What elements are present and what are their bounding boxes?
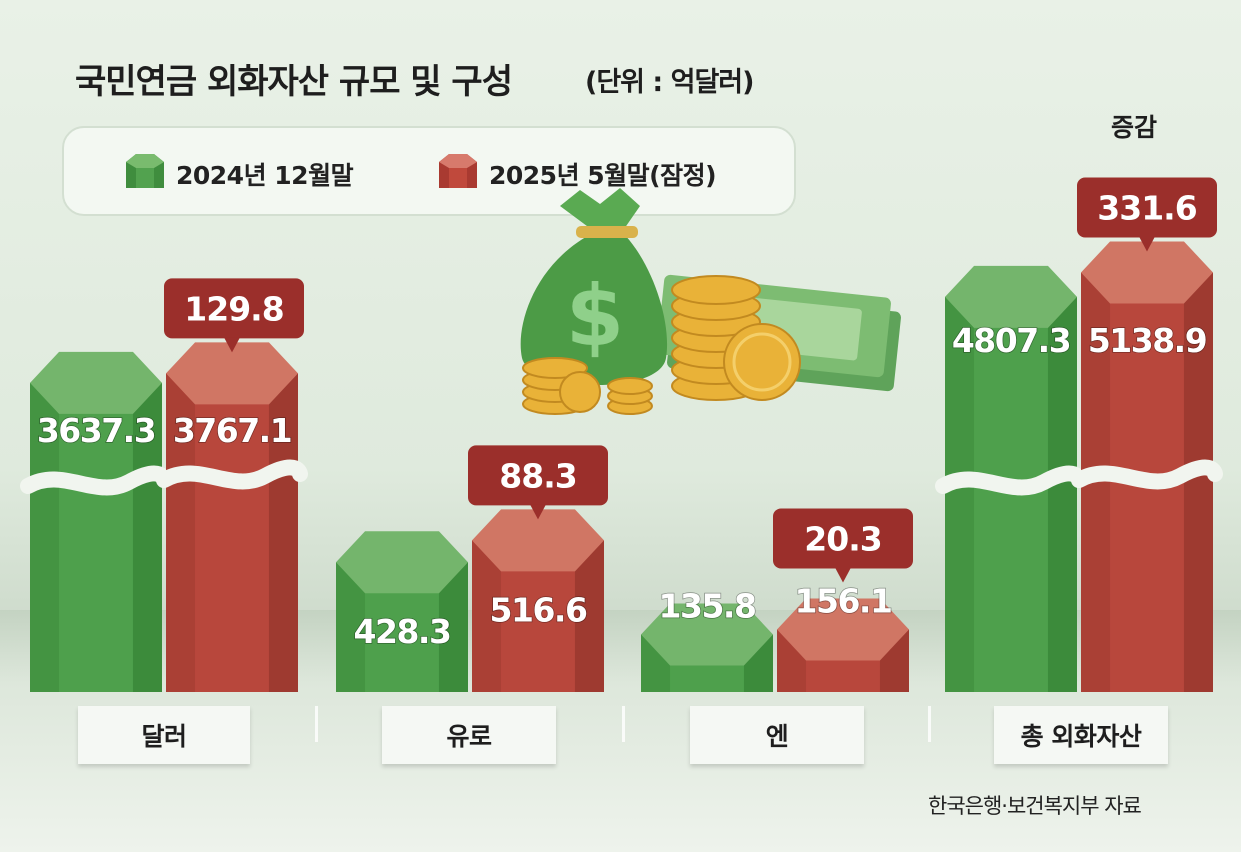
unit-label: (단위 : 억달러) xyxy=(585,67,754,98)
money-bag-illustration: $ xyxy=(520,188,901,415)
change-callout-1: 88.3 xyxy=(468,445,608,520)
source-note: 한국은행·보건복지부 자료 xyxy=(928,794,1142,818)
change-callout-3: 331.6 xyxy=(1077,177,1217,252)
svg-text:$: $ xyxy=(566,267,624,365)
chart-title: 국민연금 외화자산 규모 및 구성 xyxy=(75,62,513,102)
value-label-2024-3: 4807.3 xyxy=(952,321,1070,360)
category-label-yen: 엔 xyxy=(690,706,864,764)
value-label-2025-0: 3767.1 xyxy=(173,411,291,450)
bar-2025-1: 516.6 xyxy=(472,509,604,692)
value-label-2024-1: 428.3 xyxy=(354,612,451,651)
value-label-2025-2: 156.1 xyxy=(795,581,892,620)
bar-2024-1: 428.3 xyxy=(336,531,468,692)
legend-label-2024: 2024년 12월말 xyxy=(176,161,354,190)
bar-2025-3: 5138.9 xyxy=(1071,241,1223,692)
bar-2024-3: 4807.3 xyxy=(935,265,1087,692)
change-callout-0: 129.8 xyxy=(164,278,304,353)
legend-label-2025: 2025년 5월말(잠정) xyxy=(489,161,717,190)
value-label-2024-2: 135.8 xyxy=(659,586,756,625)
change-label-2: 20.3 xyxy=(804,519,881,558)
category-label-total: 총 외화자산 xyxy=(994,706,1168,764)
axis-break-wave xyxy=(156,459,308,490)
bar-2025-2: 156.1 xyxy=(777,581,909,692)
bar-2024-0: 3637.3 xyxy=(20,351,172,692)
change-label-0: 129.8 xyxy=(184,289,283,328)
change-label-1: 88.3 xyxy=(499,456,576,495)
category-divider xyxy=(622,706,625,742)
value-label-2024-0: 3637.3 xyxy=(37,411,155,450)
legend-swatch-red xyxy=(439,154,477,188)
bar-2025-0: 3767.1 xyxy=(156,342,308,692)
change-header: 증감 xyxy=(1111,113,1158,142)
category-divider xyxy=(315,706,318,742)
value-label-2025-3: 5138.9 xyxy=(1088,321,1206,360)
value-label-2025-1: 516.6 xyxy=(490,590,587,629)
legend: 2024년 12월말 2025년 5월말(잠정) xyxy=(62,126,796,216)
legend-swatch-green xyxy=(126,154,164,188)
category-label-dollar: 달러 xyxy=(78,706,250,764)
change-label-3: 331.6 xyxy=(1097,188,1196,227)
change-callout-2: 20.3 xyxy=(773,508,913,583)
category-label-euro: 유로 xyxy=(382,706,556,764)
axis-break-wave xyxy=(1071,459,1223,490)
category-divider xyxy=(928,706,931,742)
bar-2024-2: 135.8 xyxy=(641,586,773,692)
